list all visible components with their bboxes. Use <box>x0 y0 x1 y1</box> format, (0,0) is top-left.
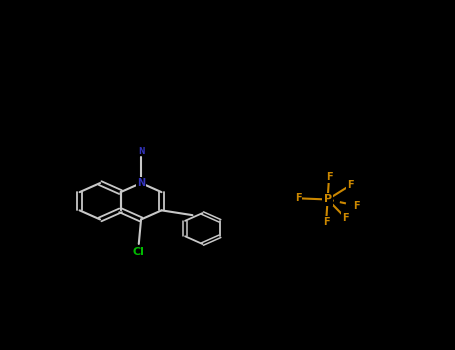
Text: F: F <box>347 180 354 190</box>
Text: P: P <box>324 195 332 204</box>
Text: F: F <box>353 201 359 211</box>
Text: F: F <box>295 193 301 203</box>
Text: Cl: Cl <box>133 247 145 257</box>
Text: F: F <box>342 213 349 223</box>
Text: N: N <box>138 147 144 156</box>
Text: N: N <box>137 178 145 188</box>
Text: F: F <box>323 217 329 227</box>
Text: F: F <box>326 172 333 182</box>
